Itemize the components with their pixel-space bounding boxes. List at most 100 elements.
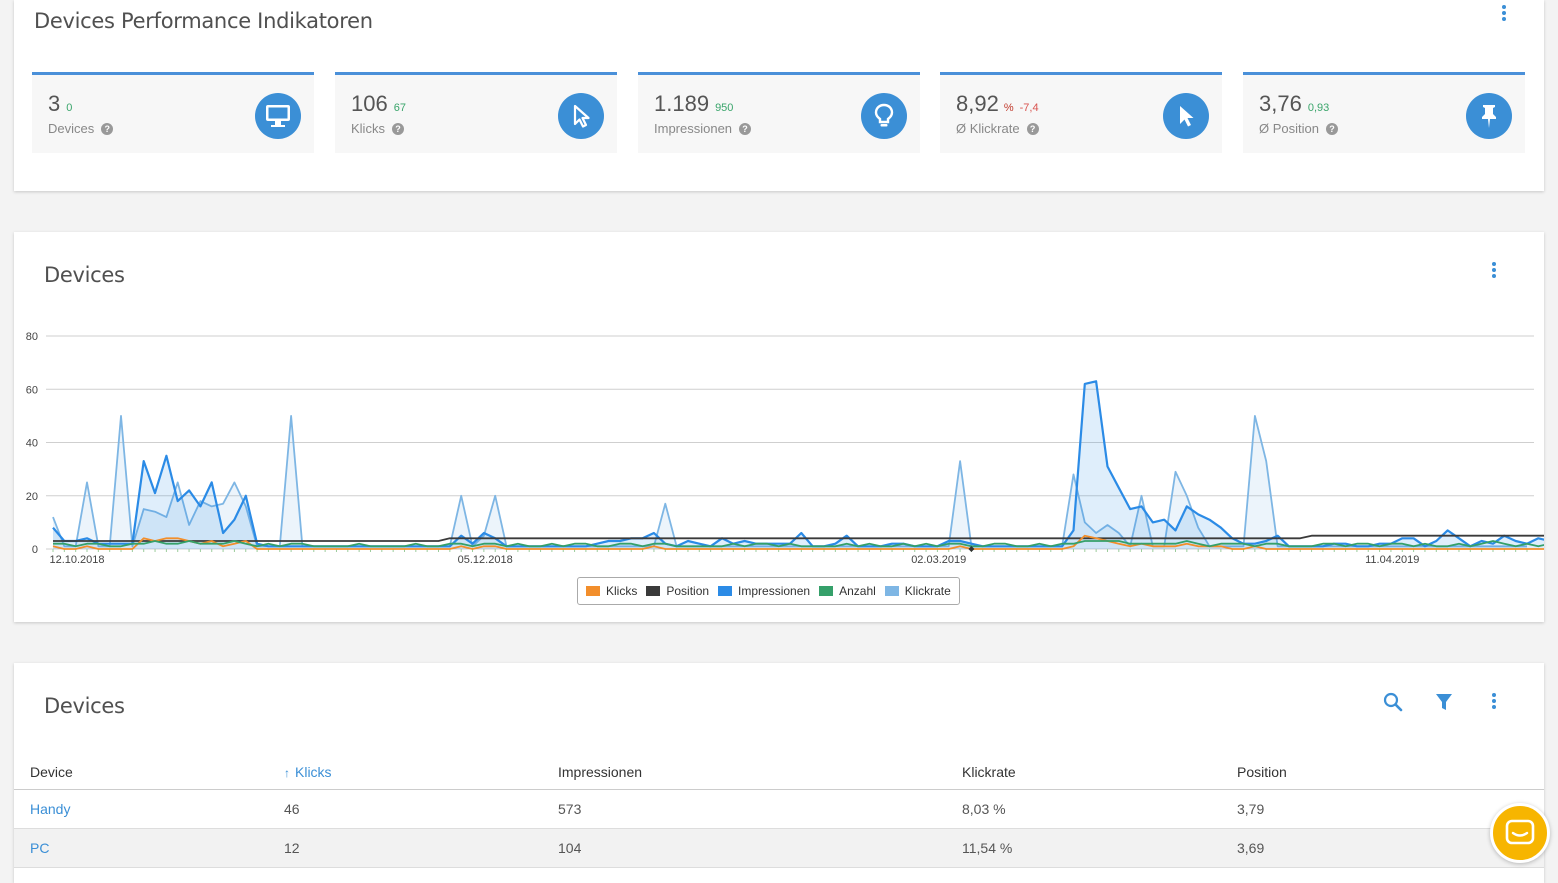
legend-swatch — [819, 586, 834, 596]
column-header-device[interactable]: Device — [14, 755, 284, 790]
x-tick-label: 11.04.2019 — [1365, 554, 1419, 566]
device-link[interactable]: Handy — [30, 800, 71, 817]
table-header-row: Device ↑ Klicks Impressionen Klickrate Po… — [14, 755, 1544, 790]
table-card: Devices Device ↑ Klicks Impressionen Klic… — [14, 663, 1544, 883]
filter-icon[interactable] — [1431, 689, 1457, 715]
legend-item-klickrate[interactable]: Klickrate — [884, 584, 951, 598]
kpi-section-title: Devices Performance Indikatoren — [34, 9, 373, 33]
kpi-delta: 950 — [715, 102, 734, 114]
monitor-icon — [255, 93, 301, 139]
series-area-klickrate — [53, 415, 1527, 549]
legend-item-anzahl[interactable]: Anzahl — [819, 584, 876, 598]
devices-table: Device ↑ Klicks Impressionen Klickrate Po… — [14, 755, 1544, 868]
sort-asc-icon: ↑ — [284, 765, 290, 780]
legend-label: Position — [666, 584, 710, 598]
kpi-value: 106 — [351, 91, 388, 116]
kpi-value: 3 — [48, 91, 61, 116]
kpi-value: 1.189 — [654, 91, 710, 116]
help-icon[interactable]: ? — [101, 123, 114, 135]
kpi-label: Devices — [48, 121, 95, 136]
column-header-impressionen[interactable]: Impressionen — [558, 755, 962, 790]
kpi-klickrate: 8,92% -7,4 Ø Klickrate? — [940, 72, 1222, 153]
legend-label: Impressionen — [738, 584, 811, 598]
y-tick-label: 20 — [26, 491, 38, 503]
legend-swatch — [646, 586, 661, 596]
devices-line-chart: 0 20 40 60 80 12.10.2018 05.12.2018 02.03.2019 1… — [26, 331, 1544, 566]
y-tick-label: 80 — [26, 331, 38, 343]
series-line-klickrate — [52, 415, 1527, 548]
series-line-impressionen — [52, 380, 1544, 548]
legend-label: Anzahl — [839, 584, 876, 598]
column-header-klicks[interactable]: ↑ Klicks — [284, 755, 558, 790]
cell-device: Handy — [14, 789, 284, 829]
column-header-klickrate[interactable]: Klickrate — [962, 755, 1237, 790]
chart-card: Devices 0 20 40 60 80 12.10.2018 05.12.2018 02.… — [14, 232, 1544, 622]
kpi-impressionen: 1.189 950 Impressionen? — [638, 72, 920, 153]
legend-item-impressionen[interactable]: Impressionen — [718, 584, 810, 598]
help-icon[interactable]: ? — [391, 123, 404, 135]
chat-icon — [1505, 819, 1535, 845]
x-tick-label: 05.12.2018 — [458, 554, 513, 566]
cell-klickrate: 11,54 % — [962, 828, 1237, 868]
table-section-title: Devices — [44, 694, 125, 718]
cell-position: 3,69 — [1237, 828, 1544, 868]
kpi-klicks: 106 67 Klicks? — [335, 72, 617, 153]
lightbulb-icon — [861, 93, 907, 139]
chart-more-menu-icon[interactable] — [1484, 260, 1504, 282]
help-icon[interactable]: ? — [1026, 123, 1039, 135]
kpi-delta: 0,93 — [1307, 102, 1330, 114]
pin-icon — [1466, 93, 1512, 139]
table-more-menu-icon[interactable] — [1484, 691, 1504, 713]
kpi-label: Ø Klickrate — [956, 121, 1020, 136]
kpi-more-menu-icon[interactable] — [1494, 3, 1514, 25]
column-header-position[interactable]: Position — [1237, 755, 1544, 790]
cell-impressionen: 573 — [558, 789, 962, 829]
chat-widget-button[interactable] — [1490, 803, 1550, 863]
search-icon[interactable] — [1380, 689, 1406, 715]
device-link[interactable]: PC — [30, 839, 50, 856]
kpi-delta: 67 — [393, 102, 406, 114]
help-icon[interactable]: ? — [739, 123, 752, 135]
legend-swatch — [586, 586, 600, 596]
help-icon[interactable]: ? — [1325, 123, 1338, 135]
pointer-icon — [1163, 93, 1209, 139]
kpi-value: 8,92 — [956, 91, 999, 116]
kpi-delta: -7,4 — [1019, 102, 1039, 114]
x-tick-label: 12.10.2018 — [49, 554, 104, 566]
kpi-delta: 0 — [66, 102, 73, 114]
x-tick-label: 02.03.2019 — [911, 554, 966, 566]
cell-device: PC — [14, 828, 284, 868]
axis-marker — [968, 546, 975, 552]
column-header-label: Klicks — [295, 763, 332, 780]
cell-impressionen: 104 — [558, 828, 962, 868]
series-line-position — [53, 534, 1544, 542]
cell-klickrate: 8,03 % — [962, 789, 1237, 829]
cursor-icon — [558, 93, 604, 139]
y-tick-label: 40 — [26, 438, 38, 450]
y-tick-label: 60 — [26, 384, 38, 396]
kpi-position: 3,76 0,93 Ø Position? — [1243, 72, 1525, 153]
legend-label: Klickrate — [904, 584, 951, 598]
kpi-unit: % — [1003, 102, 1014, 114]
series-area-impressionen — [53, 381, 1544, 549]
cell-klicks: 46 — [284, 789, 558, 829]
kpi-label: Ø Position — [1259, 121, 1319, 136]
legend-swatch — [718, 586, 733, 596]
legend-item-klicks[interactable]: Klicks — [586, 584, 637, 598]
legend-swatch — [884, 586, 899, 596]
kpi-value: 3,76 — [1259, 91, 1302, 116]
legend-label: Klicks — [606, 584, 638, 598]
table-row: Handy 46 573 8,03 % 3,79 — [14, 789, 1544, 829]
chart-section-title: Devices — [44, 263, 125, 287]
series-line-klicks — [52, 534, 1544, 550]
cell-klicks: 12 — [284, 828, 558, 868]
series-line-anzahl — [53, 540, 1544, 548]
kpi-label: Klicks — [351, 121, 385, 136]
chart-legend: Klicks Position Impressionen Anzahl Klic… — [577, 577, 960, 605]
legend-item-position[interactable]: Position — [646, 584, 709, 598]
y-tick-label: 0 — [32, 544, 38, 556]
kpi-label: Impressionen — [654, 121, 733, 136]
table-row: PC 12 104 11,54 % 3,69 — [14, 828, 1544, 868]
